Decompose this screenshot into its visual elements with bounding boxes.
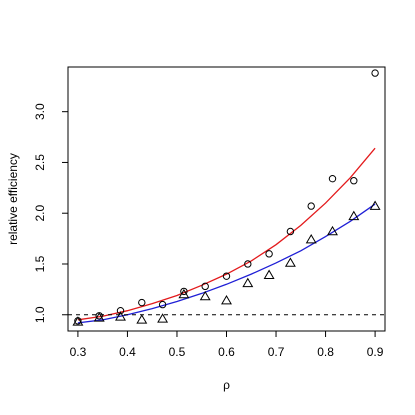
- circle-point: [158, 300, 167, 309]
- data-points: [72, 69, 381, 326]
- circle-point: [116, 306, 125, 315]
- circle-point: [244, 260, 252, 268]
- triangle-point: [136, 314, 148, 324]
- triangle-point: [369, 200, 381, 210]
- fit-curve-2: [77, 147, 376, 321]
- triangle-point: [72, 316, 84, 326]
- triangle-point: [157, 313, 169, 323]
- y-tick-label: 2.0: [33, 205, 47, 222]
- circle-point: [201, 282, 209, 291]
- x-tick-label: 0.7: [268, 345, 285, 359]
- x-tick-label: 0.6: [218, 345, 235, 359]
- triangle-point: [199, 290, 211, 301]
- plot-frame: [67, 66, 386, 332]
- triangle-point: [327, 225, 338, 236]
- y-tick-label: 1.0: [33, 306, 47, 323]
- circle-point: [180, 287, 188, 296]
- circle-point: [138, 298, 146, 307]
- x-tick-label: 0.8: [317, 345, 334, 359]
- circle-point: [307, 202, 315, 210]
- y-tick-label: 2.5: [33, 154, 47, 171]
- x-tick-label: 0.3: [70, 345, 87, 359]
- triangle-point: [115, 311, 126, 321]
- circle-point: [286, 227, 295, 236]
- triangle-point: [242, 277, 254, 288]
- circle-point: [350, 177, 358, 185]
- y-tick-label: 1.5: [33, 255, 47, 272]
- triangle-point: [348, 210, 360, 221]
- x-axis: 0.3 0.4 0.5 0.6 0.7 0.8 0.9: [70, 330, 384, 359]
- circle-point: [371, 69, 379, 77]
- triangle-point: [284, 257, 296, 267]
- triangle-point: [178, 288, 190, 299]
- y-axis: 1.0 1.5 2.0 2.5 3.0: [33, 103, 69, 323]
- circle-point: [328, 174, 337, 183]
- x-tick-label: 0.5: [169, 345, 186, 359]
- x-axis-label: ρ: [223, 378, 230, 392]
- circle-point: [222, 272, 231, 280]
- y-axis-label: relative efficiency: [6, 153, 20, 245]
- triangle-point: [221, 294, 232, 305]
- x-tick-label: 0.4: [119, 345, 136, 359]
- y-tick-label: 3.0: [33, 103, 47, 120]
- triangle-point: [263, 269, 275, 279]
- x-tick-label: 0.9: [367, 345, 384, 359]
- circle-point: [265, 250, 273, 258]
- fit-curve-3: [77, 203, 376, 324]
- triangle-point: [93, 312, 105, 322]
- triangle-point: [305, 234, 317, 244]
